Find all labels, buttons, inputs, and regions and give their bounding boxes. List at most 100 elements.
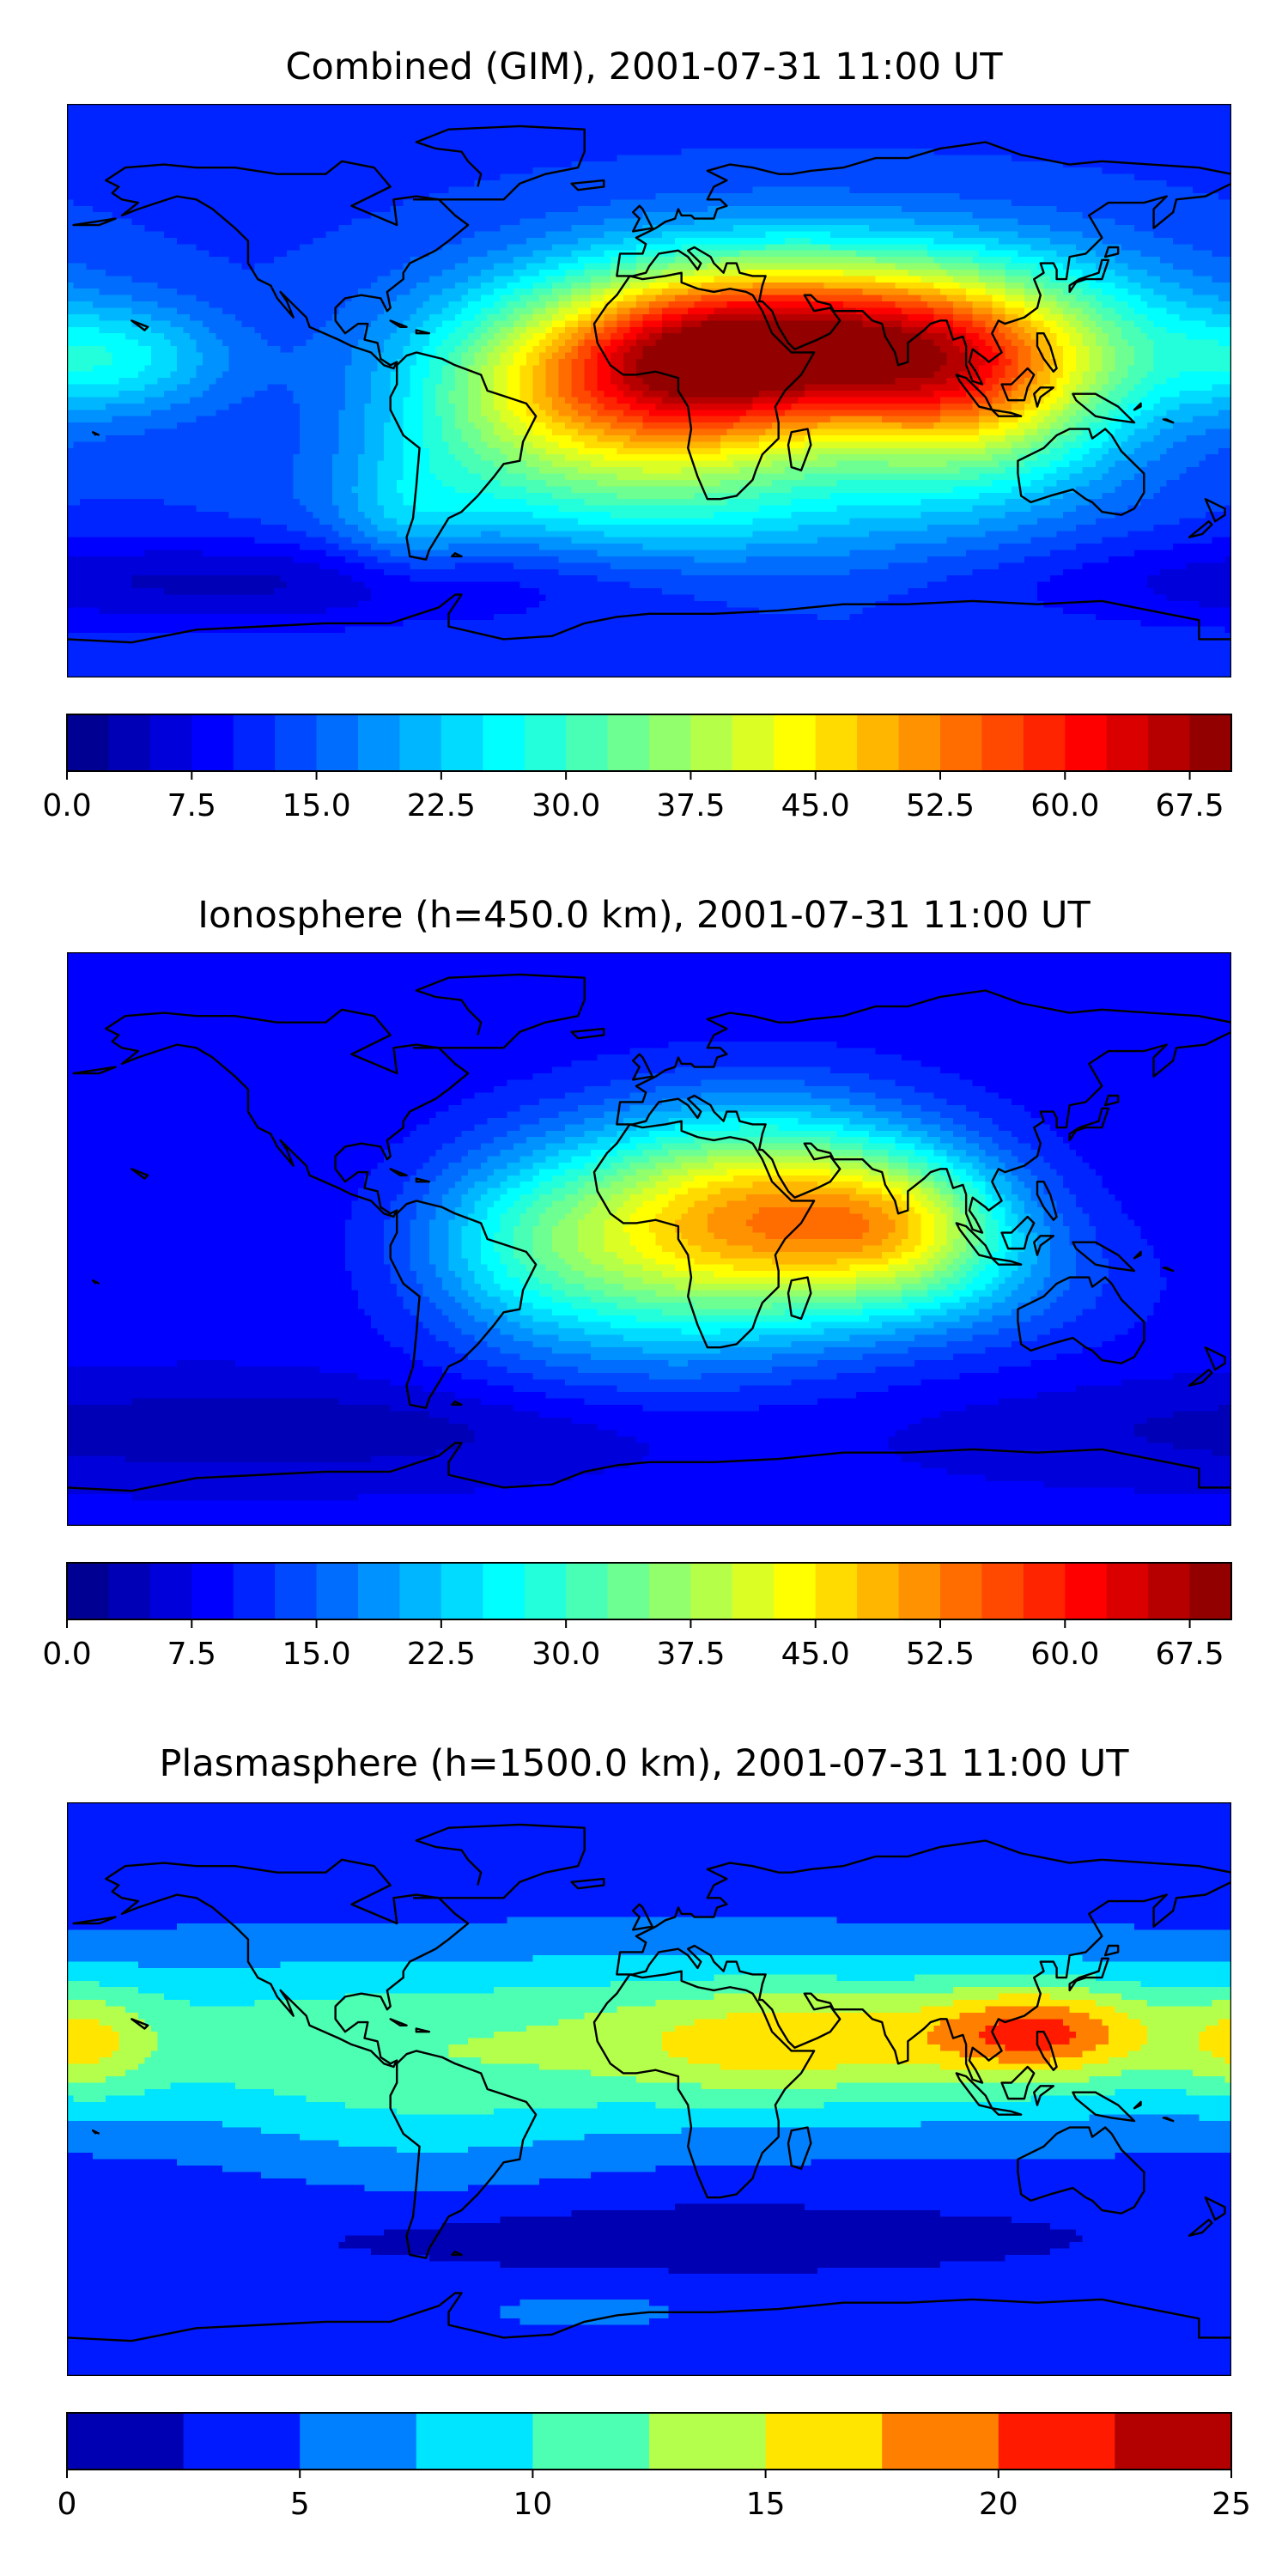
colorbar-level — [1023, 714, 1066, 771]
colorbar-level — [483, 1563, 526, 1619]
colorbar-level — [1115, 2413, 1232, 2470]
colorbar-level — [67, 1563, 110, 1619]
colorbar-level — [857, 1563, 900, 1619]
colorbar-tick-label: 25 — [1212, 2487, 1251, 2522]
colorbar-level — [233, 714, 276, 771]
colorbar-level — [300, 2413, 417, 2470]
coastlines — [67, 1825, 1231, 2341]
colorbar-level — [191, 714, 234, 771]
colorbar-level — [815, 1563, 858, 1619]
colorbar-level — [108, 1563, 151, 1619]
colorbar-tick-label: 30.0 — [532, 1637, 600, 1672]
colorbar-tick-label: 67.5 — [1155, 788, 1224, 823]
colorbar-level — [149, 714, 192, 771]
colorbar-level — [316, 714, 359, 771]
colorbar-level — [1189, 1563, 1232, 1619]
colorbar-level — [1106, 714, 1149, 771]
panel-title-ionosphere: Ionosphere (h=450.0 km), 2001-07-31 11:0… — [0, 893, 1288, 938]
colorbar-level — [524, 1563, 567, 1619]
colorbar-plasmasphere: 0 5 10 15 20 25 — [58, 2412, 1251, 2522]
colorbar-level — [732, 714, 775, 771]
colorbar-level — [524, 714, 567, 771]
colorbar-frame — [66, 714, 1232, 772]
colorbar-level — [399, 714, 442, 771]
colorbar-level — [358, 1563, 401, 1619]
map-plasmasphere — [67, 1802, 1231, 2376]
colorbar-tick-label: 0 — [58, 2487, 77, 2522]
colorbar-level — [191, 1563, 234, 1619]
colorbar-level — [815, 714, 858, 771]
colorbar-level — [732, 1563, 775, 1619]
coastlines — [67, 975, 1231, 1491]
tec-field — [67, 1802, 1231, 2376]
colorbar-level — [882, 2413, 999, 2470]
colorbar-tick-label: 45.0 — [781, 1637, 850, 1672]
colorbar-level — [1065, 714, 1108, 771]
colorbar-level — [1065, 1563, 1108, 1619]
colorbar-level — [607, 1563, 650, 1619]
colorbar-level — [440, 714, 483, 771]
colorbar-level — [1148, 714, 1191, 771]
colorbar-level — [483, 714, 526, 771]
colorbar-level — [774, 714, 817, 771]
colorbar-tick-label: 15.0 — [282, 1637, 350, 1672]
colorbar-level — [275, 1563, 318, 1619]
colorbar-combined: 0.0 7.5 15.0 22.5 30.0 37.5 45.0 52.5 60.0 67.5 — [42, 714, 1232, 823]
tec-field — [67, 952, 1231, 1526]
colorbar-level — [649, 714, 692, 771]
colorbar-level — [998, 2413, 1115, 2470]
colorbar-tick-label: 15.0 — [282, 788, 350, 823]
colorbar-tick-label: 22.5 — [407, 1637, 476, 1672]
panel-title-combined: Combined (GIM), 2001-07-31 11:00 UT — [0, 45, 1288, 89]
colorbar-level — [358, 714, 401, 771]
colorbar-level — [981, 1563, 1024, 1619]
colorbar-tick-label: 37.5 — [656, 1637, 725, 1672]
colorbar-level — [690, 714, 733, 771]
colorbar-level — [898, 714, 941, 771]
colorbar-level — [566, 714, 609, 771]
colorbar-level — [607, 714, 650, 771]
colorbar-level — [399, 1563, 442, 1619]
colorbar-level — [774, 1563, 817, 1619]
colorbar-level — [898, 1563, 941, 1619]
map-combined — [67, 104, 1231, 677]
colorbar-tick-label: 10 — [513, 2487, 552, 2522]
colorbar-level — [416, 2413, 533, 2470]
colorbar-level — [108, 714, 151, 771]
colorbar-level — [649, 1563, 692, 1619]
colorbar-tick-label: 0.0 — [42, 1637, 91, 1672]
colorbar-level — [440, 1563, 483, 1619]
colorbar-level — [857, 714, 900, 771]
colorbar-level — [765, 2413, 883, 2470]
colorbar-tick-label: 67.5 — [1155, 1637, 1224, 1672]
map-ionosphere — [67, 952, 1231, 1526]
colorbar-level — [1106, 1563, 1149, 1619]
colorbar-level — [1189, 714, 1232, 771]
colorbar-tick-label: 15 — [746, 2487, 786, 2522]
colorbar-tick-label: 30.0 — [532, 788, 600, 823]
colorbar-ionosphere: 0.0 7.5 15.0 22.5 30.0 37.5 45.0 52.5 60.0 67.5 — [42, 1562, 1232, 1672]
colorbar-level — [940, 1563, 983, 1619]
colorbar-tick-label: 5 — [290, 2487, 310, 2522]
colorbar-level — [532, 2413, 650, 2470]
colorbar-tick-label: 60.0 — [1030, 788, 1099, 823]
colorbar-level — [940, 714, 983, 771]
coastlines — [67, 126, 1231, 642]
colorbar-level — [183, 2413, 301, 2470]
colorbar-tick-label: 20 — [979, 2487, 1018, 2522]
colorbar-level — [649, 2413, 767, 2470]
colorbar-frame — [66, 1562, 1232, 1620]
colorbar-level — [316, 1563, 359, 1619]
colorbar-level — [566, 1563, 609, 1619]
colorbar-tick-label: 52.5 — [906, 1637, 975, 1672]
colorbar-level — [1023, 1563, 1066, 1619]
colorbar-tick-label: 7.5 — [167, 788, 216, 823]
colorbar-level — [67, 714, 110, 771]
colorbar-level — [1148, 1563, 1191, 1619]
colorbar-frame — [66, 2412, 1232, 2470]
colorbar-tick-label: 7.5 — [167, 1637, 216, 1672]
tec-field — [67, 104, 1231, 677]
colorbar-level — [981, 714, 1024, 771]
colorbar-tick-label: 52.5 — [906, 788, 975, 823]
colorbar-level — [690, 1563, 733, 1619]
